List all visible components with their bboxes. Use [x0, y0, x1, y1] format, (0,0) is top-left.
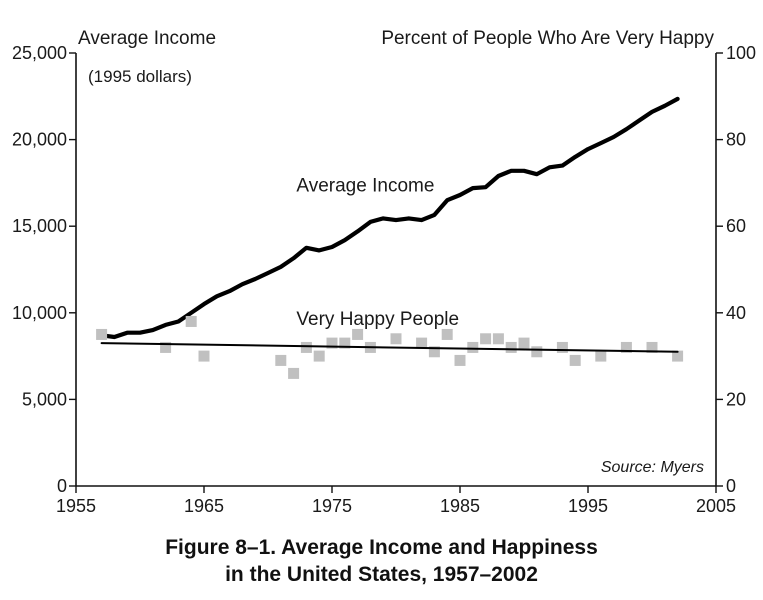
very-happy-data-point	[480, 333, 492, 345]
very-happy-data-point	[352, 328, 364, 340]
very-happy-data-point	[672, 350, 684, 362]
very-happy-data-point	[416, 337, 428, 349]
very-happy-data-point	[300, 341, 312, 353]
series-annotation: Very Happy People	[296, 309, 459, 330]
very-happy-data-point	[595, 350, 607, 362]
very-happy-data-point	[288, 367, 300, 379]
y-left-tick-label: 5,000	[22, 389, 67, 409]
chart-series	[96, 96, 684, 379]
y-right-tick-label: 80	[726, 130, 746, 150]
very-happy-data-point	[646, 341, 658, 353]
very-happy-data-point	[326, 337, 338, 349]
very-happy-data-point	[198, 350, 210, 362]
chart-labels: Average Income (1995 dollars) Percent of P…	[78, 28, 714, 476]
very-happy-data-point	[492, 333, 504, 345]
very-happy-data-point	[185, 315, 197, 327]
very-happy-data-point	[505, 341, 517, 353]
y-left-axis-title: Average Income	[78, 28, 216, 49]
very-happy-data-point	[467, 341, 479, 353]
y-left-tick-label: 15,000	[12, 216, 67, 236]
y-right-tick-label: 0	[726, 476, 736, 496]
y-left-tick-label: 10,000	[12, 303, 67, 323]
very-happy-data-point	[454, 354, 466, 366]
x-tick-label: 1965	[184, 496, 224, 516]
y-left-tick-label: 25,000	[12, 43, 67, 63]
income-happiness-chart: 1955 1965 1975 1985 1995 200505,00010,00015,0…	[12, 28, 756, 516]
very-happy-data-point	[275, 354, 287, 366]
x-tick-label: 1955	[56, 496, 96, 516]
x-tick-label: 1975	[312, 496, 352, 516]
very-happy-data-point	[160, 341, 172, 353]
y-right-tick-label: 100	[726, 43, 756, 63]
source-note: Source: Myers	[601, 459, 704, 476]
very-happy-trend-line	[100, 342, 679, 353]
y-right-tick-label: 20	[726, 389, 746, 409]
chart-axes: 1955 1965 1975 1985 1995 200505,00010,00015,0…	[12, 43, 756, 516]
figure-caption-line2: in the United States, 1957–2002	[225, 563, 538, 586]
very-happy-data-point	[339, 337, 351, 349]
y-right-tick-label: 40	[726, 303, 746, 323]
very-happy-data-point	[620, 341, 632, 353]
y-left-tick-label: 0	[57, 476, 67, 496]
y-right-axis-title: Percent of People Who Are Very Happy	[381, 28, 714, 49]
very-happy-data-point	[518, 337, 530, 349]
average-income-line	[99, 96, 680, 340]
y-left-tick-label: 20,000	[12, 130, 67, 150]
very-happy-data-point	[313, 350, 325, 362]
x-tick-label: 1995	[568, 496, 608, 516]
figure-caption-line1: Figure 8–1. Average Income and Happiness	[165, 536, 598, 559]
very-happy-data-point	[531, 346, 543, 358]
very-happy-data-point	[569, 354, 581, 366]
x-tick-label: 2005	[696, 496, 736, 516]
very-happy-data-point	[556, 341, 568, 353]
y-left-axis-unit: (1995 dollars)	[88, 67, 192, 86]
very-happy-data-point	[428, 346, 440, 358]
x-tick-label: 1985	[440, 496, 480, 516]
y-right-tick-label: 60	[726, 216, 746, 236]
very-happy-data-point	[96, 328, 108, 340]
series-annotation: Average Income	[296, 176, 434, 197]
very-happy-data-point	[390, 333, 402, 345]
very-happy-data-point	[441, 328, 453, 340]
